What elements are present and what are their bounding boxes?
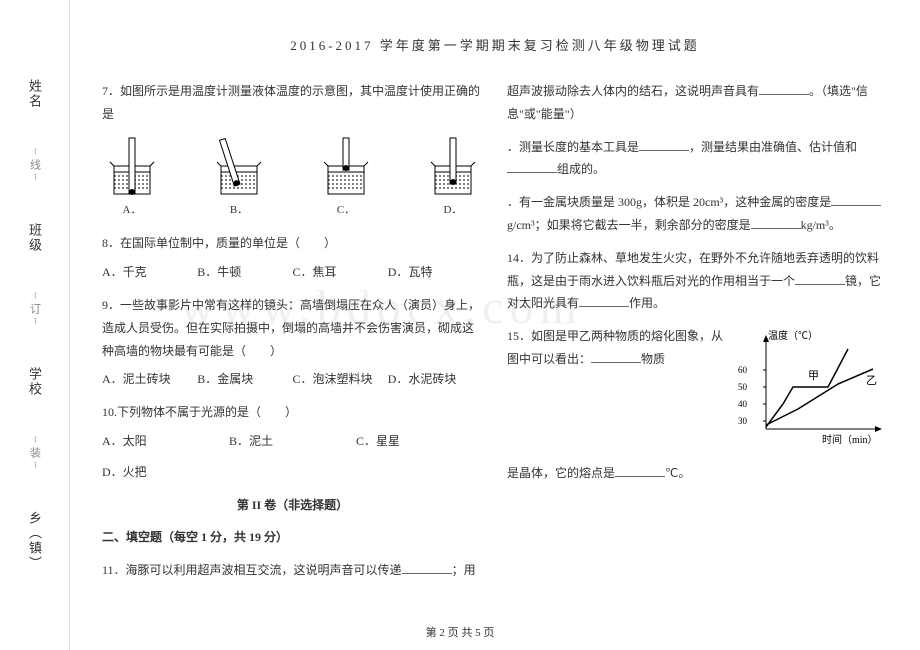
- blank: [759, 81, 809, 95]
- section-2-title: 第 II 卷（非选择题）: [102, 494, 483, 517]
- q8-options: A．千克 B．牛顿 C．焦耳 D．瓦特: [102, 261, 483, 284]
- beaker-b-svg: [209, 136, 269, 198]
- blank: [507, 159, 557, 173]
- q7-opt-d: D．: [444, 200, 463, 221]
- q9-opt-c: C．泡沫塑料块: [293, 368, 388, 391]
- binding-sidebar: 姓名 ┈线┈ 班级 ┈订┈ 学校 ┈装┈ 乡（镇）: [0, 0, 70, 650]
- q12-text-c: 组成的。: [557, 162, 605, 176]
- q13-text-c: kg/m³。: [801, 218, 841, 232]
- page-header: 2016-2017 学年度第一学期期末复习检测八年级物理试题: [70, 35, 920, 54]
- q8-opt-c: C．焦耳: [293, 261, 388, 284]
- question-10: 10.下列物体不属于光源的是（ ） A．太阳 B．泥土 C．星星 D．火把: [102, 401, 483, 483]
- q12-text-a: ．测量长度的基本工具是: [507, 140, 639, 154]
- beaker-d: D．: [423, 136, 483, 221]
- blank: [402, 560, 452, 574]
- q9-opt-d: D．水泥砖块: [388, 368, 483, 391]
- blank: [579, 293, 629, 307]
- svg-text:50: 50: [738, 382, 748, 392]
- melting-chart: 30 40 50 60 温度（℃） 时间（min） 甲 乙: [738, 329, 888, 449]
- q7-opt-c: C．: [337, 200, 355, 221]
- beaker-b: B．: [209, 136, 269, 221]
- main-content: 7．如图所示是用温度计测量液体温度的示意图，其中温度计使用正确的是 A．: [90, 80, 900, 620]
- question-15: 30 40 50 60 温度（℃） 时间（min） 甲 乙 15．如图是甲乙两种…: [507, 325, 888, 485]
- question-9: 9．一些故事影片中常有这样的镜头：高墙倒塌压在众人（演员）身上，造成人员受伤。但…: [102, 294, 483, 391]
- blank: [591, 349, 641, 363]
- chart-label-a: 甲: [808, 370, 819, 382]
- chart-ylabel: 温度（℃）: [768, 329, 818, 342]
- q15-text-d: ℃。: [665, 466, 690, 480]
- beaker-c-svg: [316, 136, 376, 198]
- question-7: 7．如图所示是用温度计测量液体温度的示意图，其中温度计使用正确的是: [102, 80, 483, 126]
- q11-text-b: ；用: [452, 563, 476, 577]
- q10-opt-b: B．泥土: [229, 430, 356, 453]
- svg-text:60: 60: [738, 365, 748, 375]
- q9-opt-a: A．泥土砖块: [102, 368, 197, 391]
- q11-text-c: 超声波振动除去人体内的结石，这说明声音具有: [507, 84, 759, 98]
- beaker-d-svg: [423, 136, 483, 198]
- header-title: 2016-2017 学年度第一学期期末复习检测八年级物理试题: [290, 38, 700, 53]
- question-8: 8．在国际单位制中，质量的单位是（ ） A．千克 B．牛顿 C．焦耳 D．瓦特: [102, 232, 483, 284]
- sidebar-dashline-2: ┈订┈: [27, 292, 43, 328]
- blank: [615, 463, 665, 477]
- q9-options: A．泥土砖块 B．金属块 C．泡沫塑料块 D．水泥砖块: [102, 368, 483, 391]
- q7-opt-a: A．: [123, 200, 142, 221]
- question-11-part2: 超声波振动除去人体内的结石，这说明声音具有。（填选"信息"或"能量"）: [507, 80, 888, 126]
- q15-text-b: 物质: [641, 352, 665, 366]
- svg-text:30: 30: [738, 416, 748, 426]
- chart-xlabel: 时间（min）: [822, 433, 878, 446]
- sidebar-dashline-3: ┈装┈: [27, 436, 43, 472]
- q8-opt-a: A．千克: [102, 261, 197, 284]
- sidebar-label-town: 乡（镇）: [25, 511, 44, 571]
- left-column: 7．如图所示是用温度计测量液体温度的示意图，其中温度计使用正确的是 A．: [90, 80, 495, 620]
- q11-text-a: 11．海豚可以利用超声波相互交流，这说明声音可以传递: [102, 563, 402, 577]
- blank: [831, 192, 881, 206]
- q10-opt-d: D．火把: [102, 461, 483, 484]
- fill-header: 二、填空题（每空 1 分，共 19 分）: [102, 526, 483, 549]
- q12-text-b: ，测量结果由准确值、估计值和: [689, 140, 857, 154]
- blank: [795, 271, 845, 285]
- blank: [639, 137, 689, 151]
- q10-opt-a: A．太阳: [102, 430, 229, 453]
- footer-text: 第 2 页 共 5 页: [426, 627, 495, 639]
- blank: [751, 215, 801, 229]
- question-11-part1: 11．海豚可以利用超声波相互交流，这说明声音可以传递 ；用: [102, 559, 483, 582]
- beaker-c: C．: [316, 136, 376, 221]
- beaker-a: A．: [102, 136, 162, 221]
- q10-options-row1: A．太阳 B．泥土 C．星星: [102, 430, 483, 453]
- svg-text:40: 40: [738, 399, 748, 409]
- q10-opt-c: C．星星: [356, 430, 483, 453]
- question-14: 14．为了防止森林、草地发生火灾，在野外不允许随地丢弃透明的饮料瓶，这是由于雨水…: [507, 247, 888, 315]
- q7-opt-b: B．: [230, 200, 248, 221]
- q13-text-b: g/cm³；如果将它截去一半，剩余部分的密度是: [507, 218, 751, 232]
- melting-chart-svg: 30 40 50 60 温度（℃） 时间（min） 甲 乙: [738, 329, 888, 449]
- q7-text: 7．如图所示是用温度计测量液体温度的示意图，其中温度计使用正确的是: [102, 84, 480, 121]
- question-12: ．测量长度的基本工具是 ，测量结果由准确值、估计值和组成的。: [507, 136, 888, 182]
- beaker-a-svg: [102, 136, 162, 198]
- sidebar-label-class: 班级: [25, 223, 44, 253]
- q8-text: 8．在国际单位制中，质量的单位是（ ）: [102, 236, 336, 250]
- q7-figures: A． B．: [102, 136, 483, 221]
- right-column: 超声波振动除去人体内的结石，这说明声音具有。（填选"信息"或"能量"） ．测量长…: [495, 80, 900, 620]
- q9-text: 9．一些故事影片中常有这样的镜头：高墙倒塌压在众人（演员）身上，造成人员受伤。但…: [102, 298, 480, 358]
- q8-opt-b: B．牛顿: [197, 261, 292, 284]
- q14-text-c: 作用。: [629, 296, 665, 310]
- q9-opt-b: B．金属块: [197, 368, 292, 391]
- q8-opt-d: D．瓦特: [388, 261, 483, 284]
- page-footer: 第 2 页 共 5 页: [0, 624, 920, 640]
- q13-text-a: ．有一金属块质量是 300g，体积是 20cm³，这种金属的密度是: [507, 195, 831, 209]
- sidebar-label-name: 姓名: [25, 79, 44, 109]
- question-13: ．有一金属块质量是 300g，体积是 20cm³，这种金属的密度是 g/cm³；如…: [507, 191, 888, 237]
- sidebar-label-school: 学校: [25, 367, 44, 397]
- q15-text-c: 是晶体，它的熔点是: [507, 466, 615, 480]
- q10-text: 10.下列物体不属于光源的是（ ）: [102, 405, 297, 419]
- chart-label-b: 乙: [866, 374, 877, 387]
- sidebar-dashline-1: ┈线┈: [27, 148, 43, 184]
